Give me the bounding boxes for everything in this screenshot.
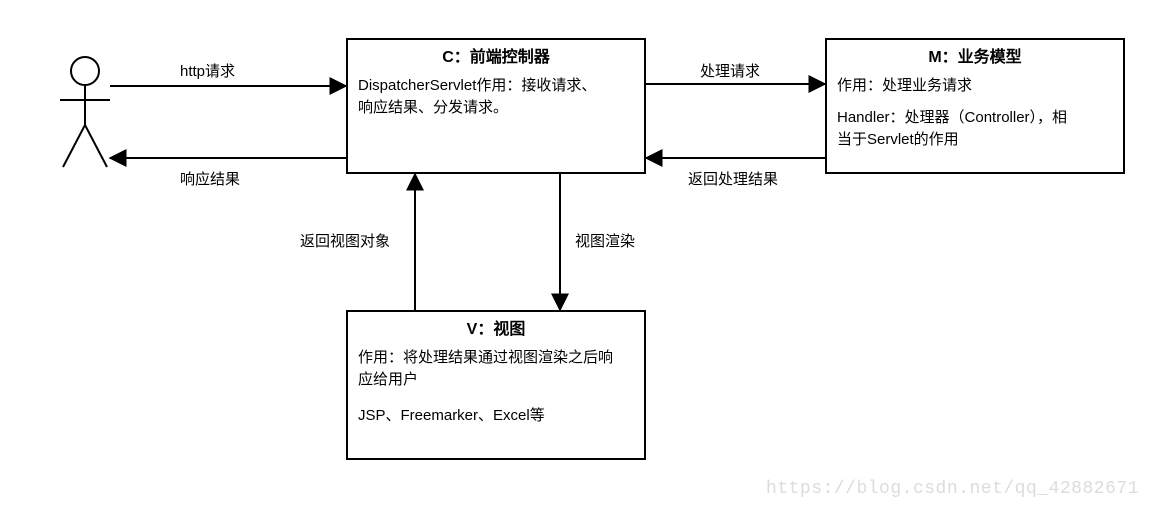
controller-body-line1: DispatcherServlet作用：接收请求、 xyxy=(358,75,634,97)
edge-label-process-request: 处理请求 xyxy=(700,60,760,81)
model-title: M：业务模型 xyxy=(837,46,1113,69)
edge-label-render-view: 视图渲染 xyxy=(575,230,635,251)
view-body-line1: 作用：将处理结果通过视图渲染之后响 xyxy=(358,347,634,369)
node-model: M：业务模型 作用：处理业务请求 Handler：处理器（Controller）… xyxy=(825,38,1125,174)
edge-label-response: 响应结果 xyxy=(180,168,240,189)
node-view: V：视图 作用：将处理结果通过视图渲染之后响 应给用户 JSP、Freemark… xyxy=(346,310,646,460)
view-body-line3: JSP、Freemarker、Excel等 xyxy=(358,405,634,427)
view-title: V：视图 xyxy=(358,318,634,341)
controller-title: C：前端控制器 xyxy=(358,46,634,69)
controller-body-line2: 响应结果、分发请求。 xyxy=(358,97,634,119)
node-controller: C：前端控制器 DispatcherServlet作用：接收请求、 响应结果、分… xyxy=(346,38,646,174)
model-body-line2: Handler：处理器（Controller），相 xyxy=(837,107,1113,129)
actor-user xyxy=(55,55,115,175)
view-body-line2: 应给用户 xyxy=(358,369,634,391)
watermark-text: https://blog.csdn.net/qq_42882671 xyxy=(766,479,1139,499)
edge-label-return-result: 返回处理结果 xyxy=(688,168,778,189)
edge-label-return-view: 返回视图对象 xyxy=(300,230,390,251)
model-body-line1: 作用：处理业务请求 xyxy=(837,75,1113,97)
model-body-line3: 当于Servlet的作用 xyxy=(837,129,1113,151)
edge-label-http-request: http请求 xyxy=(180,60,235,81)
